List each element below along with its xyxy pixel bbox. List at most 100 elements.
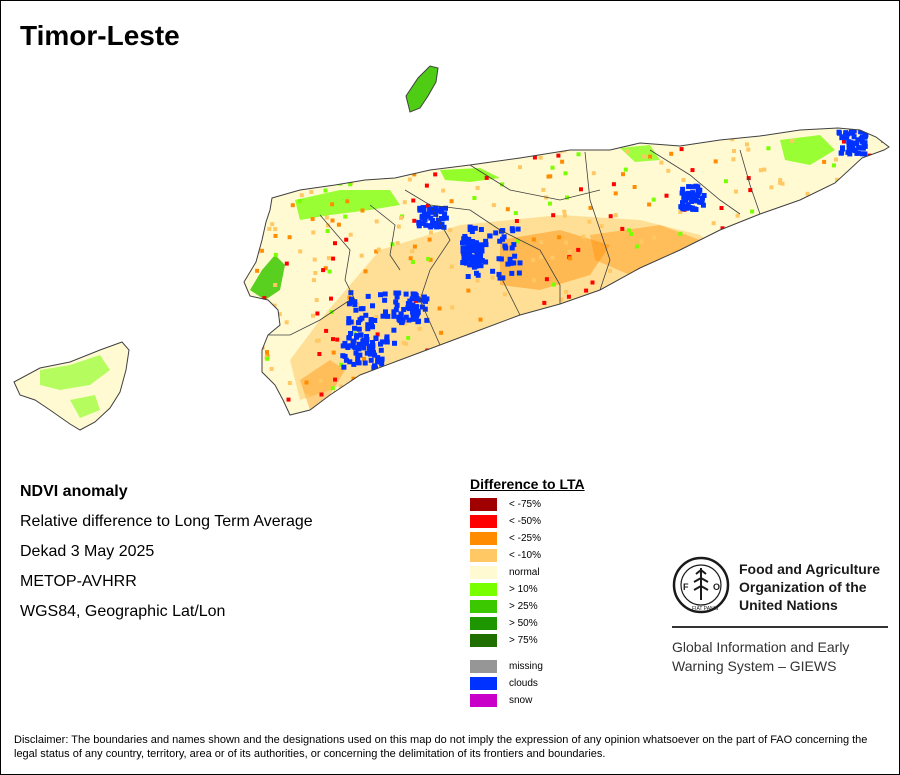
cloud-pixel: [394, 302, 400, 308]
anomaly-pixel: [687, 299, 692, 304]
legend-label: < -50%: [509, 516, 541, 527]
anomaly-pixel: [681, 178, 686, 182]
anomaly-pixel: [701, 350, 706, 354]
cloud-pixel: [680, 186, 686, 192]
anomaly-pixel: [657, 302, 662, 307]
cloud-pixel: [370, 349, 376, 355]
cloud-pixel: [465, 239, 471, 245]
anomaly-pixel: [722, 341, 727, 346]
cloud-pixel: [394, 294, 400, 300]
cloud-pixel: [681, 198, 687, 203]
cloud-pixel: [384, 334, 390, 340]
legend-label: > 75%: [509, 635, 538, 646]
anomaly-pixel: [333, 377, 338, 382]
anomaly-pixel: [706, 379, 710, 384]
cloud-pixel: [692, 194, 698, 200]
cloud-pixel: [443, 215, 449, 221]
info-sensor: METOP-AVHRR: [20, 573, 137, 590]
anomaly-pixel: [523, 381, 528, 386]
anomaly-pixel: [366, 150, 371, 155]
cloud-pixel: [364, 334, 369, 339]
anomaly-pixel: [802, 316, 807, 321]
cloud-pixel: [385, 313, 391, 319]
anomaly-pixel: [390, 242, 395, 247]
anomaly-pixel: [732, 149, 736, 153]
cloud-pixel: [356, 341, 362, 347]
cloud-pixel: [345, 345, 351, 350]
anomaly-pixel: [564, 240, 569, 245]
anomaly-pixel: [311, 313, 315, 318]
anomaly-pixel: [317, 352, 322, 356]
cloud-pixel: [860, 151, 866, 157]
cloud-pixel: [347, 359, 353, 365]
legend-swatch: [470, 660, 497, 673]
legend-row: < -10%: [470, 547, 585, 564]
anomaly-pixel: [294, 138, 299, 143]
anomaly-pixel: [711, 221, 716, 226]
anomaly-pixel: [563, 356, 568, 361]
anomaly-pixel: [446, 138, 451, 143]
anomaly-pixel: [566, 144, 571, 149]
anomaly-pixel: [569, 388, 574, 393]
cloud-pixel: [479, 258, 485, 263]
cloud-pixel: [343, 357, 349, 363]
cloud-pixel: [442, 211, 448, 217]
cloud-pixel: [353, 307, 359, 313]
cloud-pixel: [476, 248, 482, 253]
anomaly-pixel: [419, 360, 424, 365]
anomaly-pixel: [424, 183, 429, 188]
anomaly-pixel: [420, 157, 425, 162]
anomaly-pixel: [822, 159, 827, 164]
anomaly-pixel: [611, 135, 616, 140]
cloud-pixel: [497, 238, 503, 244]
anomaly-pixel: [634, 244, 639, 249]
anomaly-pixel: [884, 192, 888, 197]
anomaly-pixel: [758, 168, 763, 173]
cloud-pixel: [460, 246, 466, 251]
anomaly-pixel: [256, 188, 261, 192]
cloud-pixel: [472, 225, 478, 231]
anomaly-pixel: [639, 378, 644, 383]
anomaly-pixel: [613, 213, 618, 218]
cloud-pixel: [686, 184, 692, 190]
cloud-pixel: [393, 299, 399, 305]
anomaly-pixel: [339, 133, 344, 138]
anomaly-pixel: [776, 299, 781, 304]
anomaly-pixel: [698, 289, 703, 294]
cloud-pixel: [429, 207, 435, 213]
anomaly-pixel: [255, 268, 260, 273]
cloud-pixel: [375, 359, 381, 365]
anomaly-pixel: [313, 271, 318, 275]
anomaly-pixel: [751, 333, 756, 338]
anomaly-pixel: [626, 228, 631, 233]
anomaly-pixels-oecusse: [40, 355, 110, 418]
anomaly-pixel: [270, 222, 275, 227]
anomaly-pixel: [853, 216, 857, 221]
cloud-pixel: [350, 340, 356, 345]
anomaly-pixel: [632, 185, 637, 189]
anomaly-pixel: [321, 268, 326, 273]
anomaly-pixel: [778, 178, 783, 183]
anomaly-pixel: [578, 387, 583, 392]
anomaly-pixel: [481, 402, 486, 407]
anomaly-pixel: [531, 258, 536, 263]
cloud-pixel: [851, 128, 857, 134]
anomaly-pixel: [524, 401, 529, 406]
cloud-pixel: [406, 317, 412, 323]
anomaly-pixel: [695, 293, 700, 298]
anomaly-pixel: [556, 363, 561, 368]
anomaly-pixel: [273, 252, 278, 257]
cloud-pixel: [473, 262, 479, 268]
anomaly-pixel: [490, 275, 495, 280]
cloud-pixel: [358, 306, 364, 312]
anomaly-pixel: [332, 163, 337, 168]
cloud-pixel: [352, 302, 358, 307]
anomaly-pixel: [626, 149, 630, 154]
anomaly-pixel: [831, 163, 836, 168]
cloud-pixel: [399, 320, 405, 326]
cloud-pixel: [461, 252, 467, 258]
anomaly-pixel: [851, 358, 855, 363]
anomaly-pixel: [348, 232, 353, 237]
cloud-pixel: [346, 320, 352, 326]
anomaly-pixel: [301, 131, 306, 136]
